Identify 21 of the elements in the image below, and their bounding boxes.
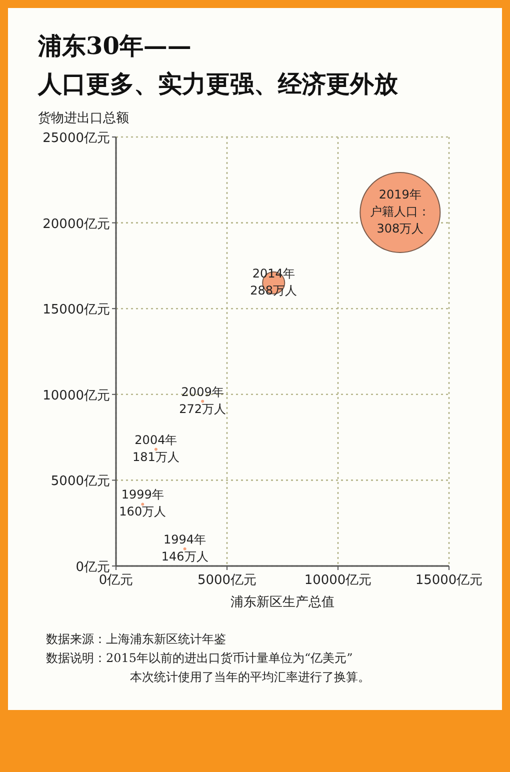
annotation: 2009年272万人 xyxy=(179,385,226,416)
x-tick-label: 0亿元 xyxy=(98,573,134,588)
annotation: 1994年146万人 xyxy=(161,532,208,564)
y-tick-label: 20000亿元 xyxy=(42,216,110,232)
y-tick-label: 5000亿元 xyxy=(50,474,110,490)
y-axis-title: 货物进出口总额 xyxy=(38,111,129,126)
annotation: 2019年户籍人口：308万人 xyxy=(370,188,430,236)
y-tick-label: 25000亿元 xyxy=(42,131,110,146)
y-tick-label: 15000亿元 xyxy=(42,302,110,318)
source-note: 数据来源：上海浦东新区统计年鉴 xyxy=(46,632,226,646)
x-tick-label: 10000亿元 xyxy=(304,573,372,588)
x-tick-label: 5000亿元 xyxy=(197,573,257,588)
chart-title: 浦东30年—— xyxy=(37,31,192,60)
chart-subtitle: 人口更多、实力更强、经济更外放 xyxy=(37,69,399,98)
text: 数据说明：2015年以前的进出口货币计量单位为“亿美元” 本次统计使用了当年的平均汇率进行了换算。 xyxy=(46,651,370,684)
y-tick-label: 10000亿元 xyxy=(42,388,110,404)
x-axis-title: 浦东新区生产总值 xyxy=(230,595,334,610)
y-tick-label: 0亿元 xyxy=(76,560,110,575)
x-tick-label: 15000亿元 xyxy=(415,573,483,588)
annotation: 1999年160万人 xyxy=(119,488,166,520)
annotation: 2004年181万人 xyxy=(132,433,180,464)
